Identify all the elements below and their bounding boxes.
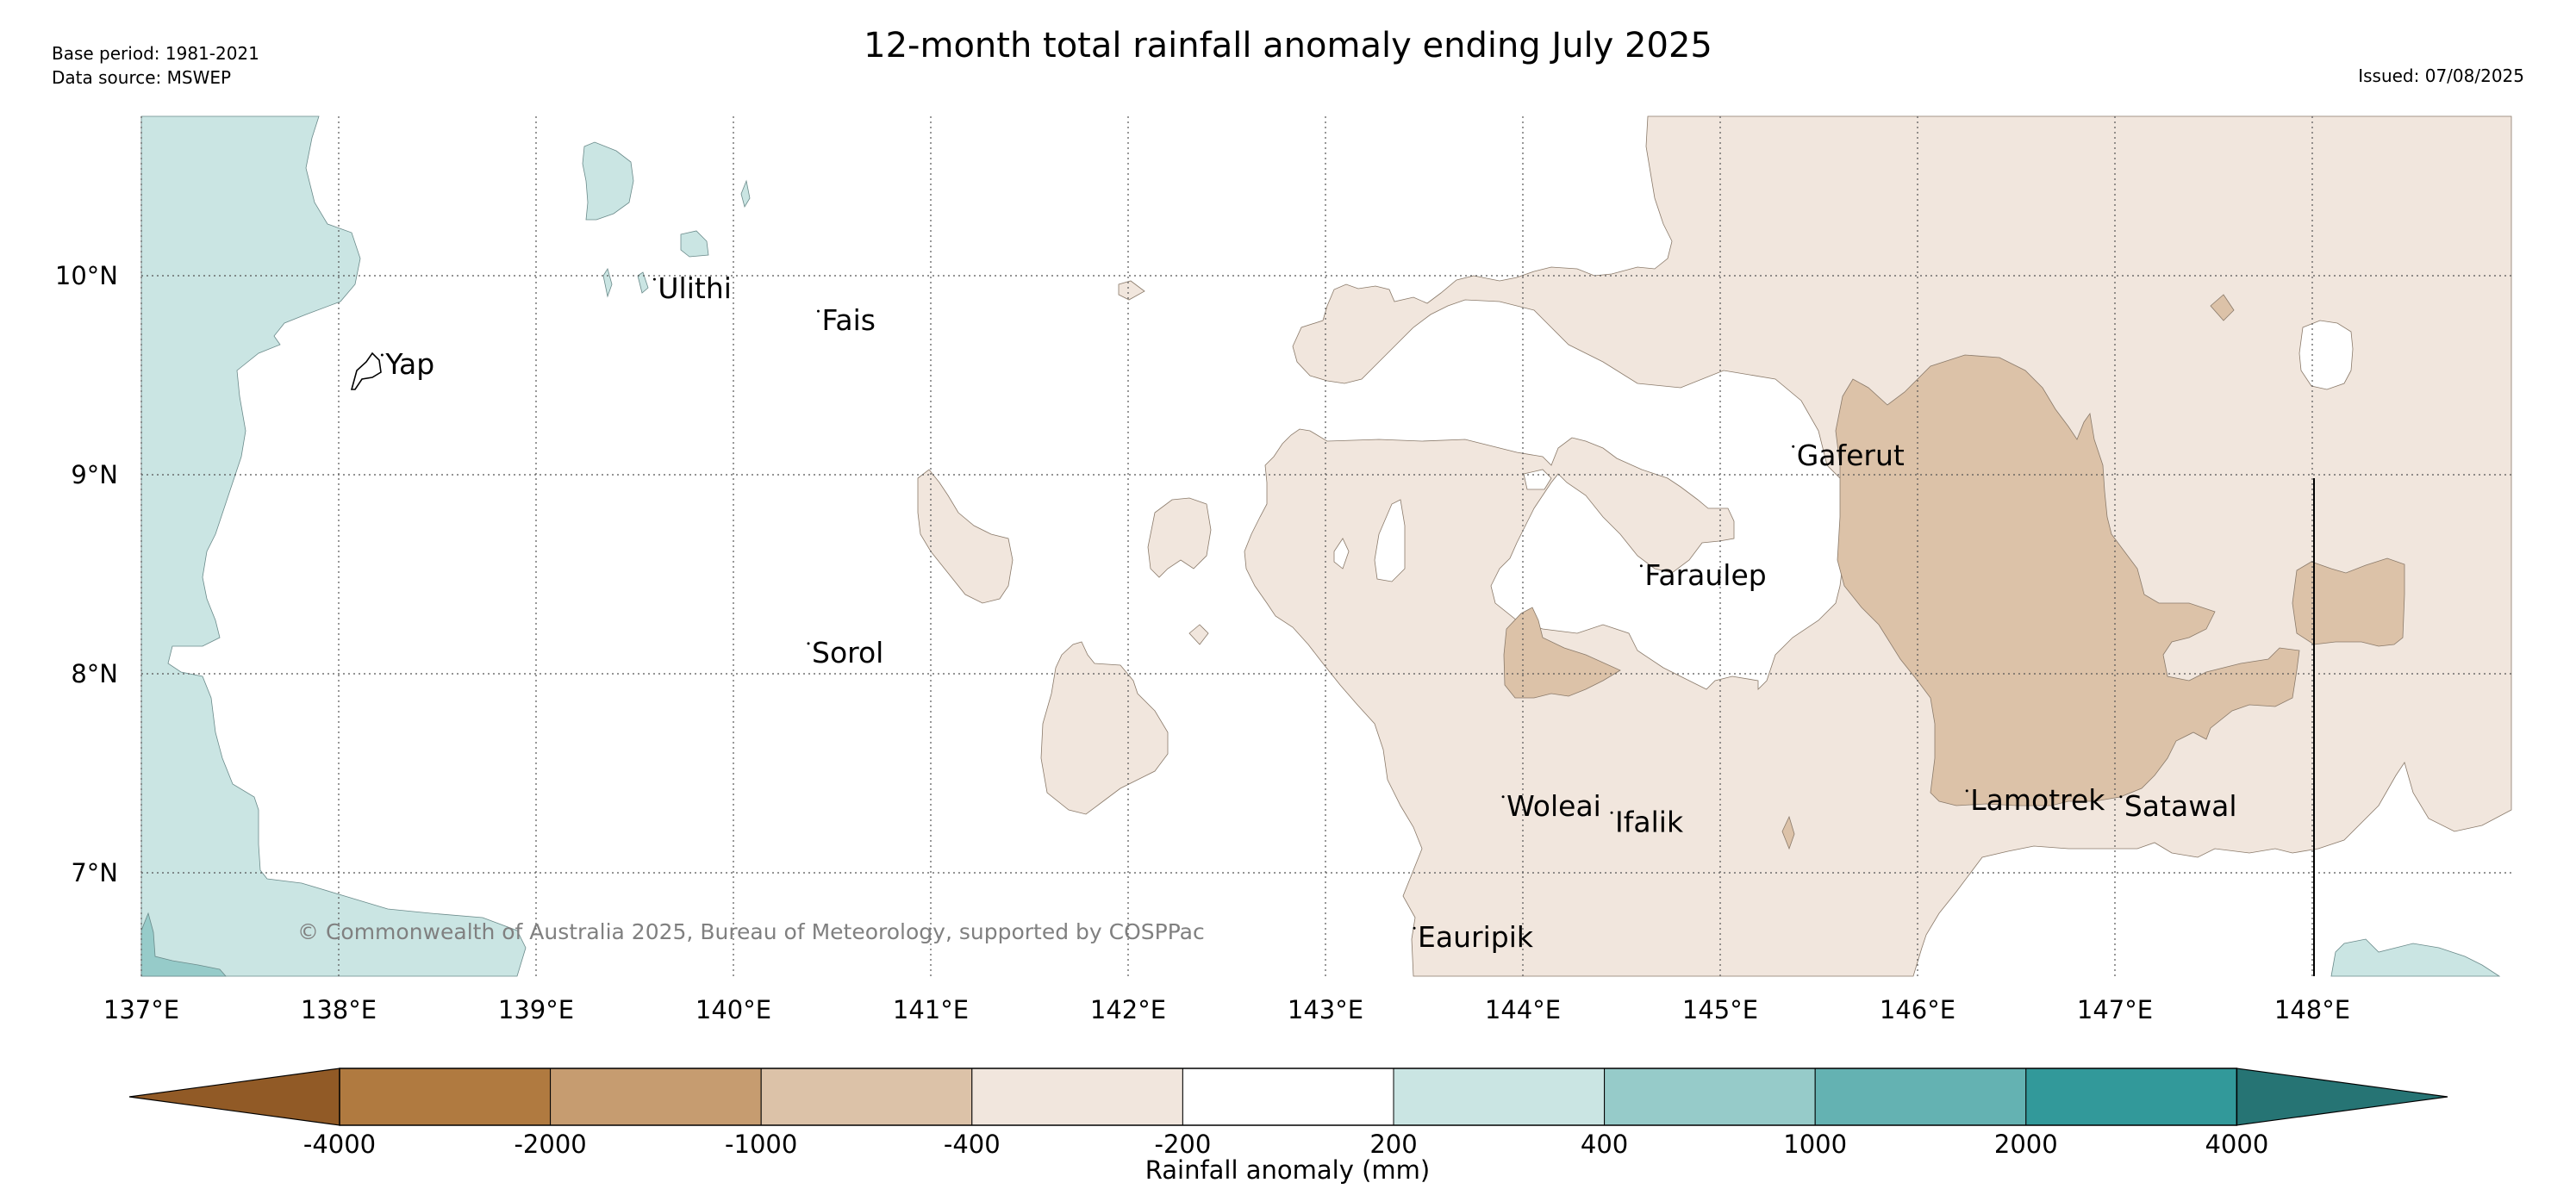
graticule <box>140 116 2511 976</box>
latitude-tick-label: 7°N <box>71 858 118 887</box>
colorbar-bin <box>339 1068 552 1126</box>
colorbar-title: Rainfall anomaly (mm) <box>1145 1155 1431 1185</box>
anomaly-region-light-teal-southeast <box>2330 938 2501 977</box>
longitude-tick-label: 137°E <box>103 995 179 1024</box>
place-marker <box>2119 795 2123 799</box>
place-label: Ulithi <box>658 271 732 305</box>
place-marker <box>1792 445 1795 448</box>
place-marker <box>807 642 810 645</box>
latitude-tick-labels: 10°N 9°N 8°N 7°N <box>55 261 118 887</box>
colorbar-bin <box>2025 1068 2237 1126</box>
longitude-tick-label: 146°E <box>1880 995 1955 1024</box>
colorbar-tick-label: -400 <box>944 1130 1001 1159</box>
place-marker <box>1413 926 1416 930</box>
colorbar-bin <box>971 1068 1183 1126</box>
place-label: Satawal <box>2124 789 2237 823</box>
colorbar-bin <box>1604 1068 1816 1126</box>
anomaly-region-light-teal-spot-2 <box>602 268 613 298</box>
anomaly-region-light-teal-spot-1 <box>740 179 751 209</box>
longitude-tick-labels: 137°E 138°E 139°E 140°E 141°E 142°E 143°E 144°E… <box>103 995 2350 1024</box>
colorbar-tick-label: 200 <box>1369 1130 1417 1159</box>
map-title: 12-month total rainfall anomaly ending J… <box>864 26 1712 65</box>
place-label: Lamotrek <box>1970 783 2105 817</box>
latitude-tick-label: 9°N <box>71 460 118 489</box>
map-area: Yap Ulithi Fais Gaferut Faraulep Sorol Woleai I… <box>140 115 2512 977</box>
anomaly-region-mid-brown-spot-2 <box>1781 815 1795 850</box>
anomaly-region-mid-teal-southwest <box>140 912 227 977</box>
colorbar-tick-label: 4000 <box>2205 1130 2268 1159</box>
latitude-tick-label: 8°N <box>71 659 118 688</box>
colorbar-bin <box>1393 1068 1606 1126</box>
longitude-tick-label: 145°E <box>1682 995 1758 1024</box>
colorbar-bin <box>1814 1068 2027 1126</box>
colorbar: -4000 -2000 -1000 -400 -200 200 400 1000 2000 400… <box>128 1068 2448 1159</box>
longitude-tick-label: 148°E <box>2274 995 2350 1024</box>
anomaly-region-light-teal-139e <box>582 141 634 221</box>
anomaly-region-light-teal-140e <box>680 230 709 258</box>
issued-date: Issued: 07/08/2025 <box>2358 65 2524 86</box>
place-marker <box>652 277 656 281</box>
colorbar-bin <box>550 1068 762 1126</box>
anomaly-region-light-brown-142e-north <box>1147 497 1212 578</box>
place-labels: Yap Ulithi Fais Gaferut Faraulep Sorol Woleai I… <box>380 271 2237 954</box>
longitude-tick-label: 144°E <box>1485 995 1561 1024</box>
place-label: Sorol <box>812 636 883 669</box>
anomaly-region-white-gap-143e-small <box>1333 538 1350 570</box>
place-marker <box>816 309 820 313</box>
place-marker <box>1501 795 1505 799</box>
longitude-tick-label: 139°E <box>498 995 574 1024</box>
colorbar-bin <box>760 1068 973 1126</box>
anomaly-region-light-brown-spot-2 <box>1118 280 1145 301</box>
colorbar-tick-label: -2000 <box>514 1130 586 1159</box>
anomaly-region-light-brown-spot-1 <box>1188 624 1209 645</box>
longitude-tick-label: 140°E <box>695 995 771 1024</box>
colorbar-outline <box>339 1068 2238 1126</box>
colorbar-high-extension <box>2236 1068 2448 1126</box>
place-marker <box>1965 789 1968 793</box>
anomaly-region-light-teal-west <box>140 115 527 977</box>
copyright-text: © Commonwealth of Australia 2025, Bureau… <box>297 919 1205 944</box>
header-left: Base period: 1981-2021 Data source: MSWE… <box>52 41 259 90</box>
anomaly-region-light-brown-141e <box>917 469 1014 604</box>
place-marker <box>1610 811 1613 814</box>
yap-island-outline <box>350 352 382 390</box>
longitude-tick-label: 143°E <box>1288 995 1363 1024</box>
anomaly-region-mid-brown-spot <box>2210 294 2235 321</box>
anomaly-region-light-brown-142e-south <box>1040 641 1169 815</box>
base-period-text: Base period: 1981-2021 <box>52 43 259 64</box>
place-label: Ifalik <box>1615 805 1684 838</box>
place-label: Woleai <box>1506 789 1601 823</box>
longitude-tick-label: 138°E <box>301 995 377 1024</box>
longitude-tick-label: 142°E <box>1090 995 1166 1024</box>
colorbar-tick-label: -200 <box>1154 1130 1211 1159</box>
latitude-tick-label: 10°N <box>55 261 118 290</box>
place-label: Eauripik <box>1418 920 1534 954</box>
anomaly-region-white-gap-143e <box>1374 499 1406 582</box>
colorbar-low-extension <box>128 1068 340 1126</box>
longitude-tick-label: 147°E <box>2077 995 2153 1024</box>
anomaly-region-white-hole-east <box>2298 320 2354 390</box>
place-label: Gaferut <box>1797 439 1905 472</box>
place-label: Yap <box>384 347 434 381</box>
colorbar-tick-label: 400 <box>1581 1130 1628 1159</box>
place-marker <box>1639 564 1643 568</box>
anomaly-region-light-teal-spot-3 <box>637 271 649 294</box>
colorbar-tick-label: 1000 <box>1783 1130 1847 1159</box>
place-label: Fais <box>821 303 876 337</box>
colorbar-tick-label: -4000 <box>303 1130 376 1159</box>
colorbar-tick-label: 2000 <box>1994 1130 2058 1159</box>
anomaly-region-mid-brown-144e <box>1503 607 1621 699</box>
place-label: Faraulep <box>1644 558 1766 592</box>
anomaly-region-mid-brown-148e <box>2292 557 2405 647</box>
colorbar-tick-label: -1000 <box>725 1130 797 1159</box>
place-marker <box>380 353 384 357</box>
longitude-tick-label: 141°E <box>893 995 969 1024</box>
data-source-text: Data source: MSWEP <box>52 67 232 88</box>
colorbar-bin <box>1182 1068 1394 1126</box>
anomaly-region-mid-brown-146e <box>1835 354 2300 806</box>
